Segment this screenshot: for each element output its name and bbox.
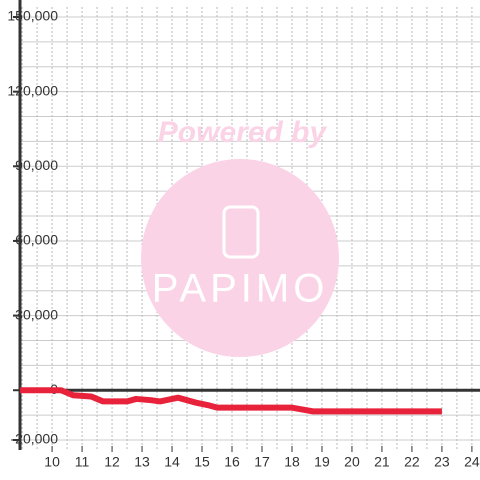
x-tick-label: 24 xyxy=(464,454,480,470)
x-tick-label: 23 xyxy=(434,454,450,470)
y-tick-label: 30,000 xyxy=(15,306,58,322)
y-tick-label: 120,000 xyxy=(7,82,58,98)
y-tick-label: -20,000 xyxy=(11,431,59,447)
x-tick-label: 10 xyxy=(44,454,60,470)
x-tick-label: 13 xyxy=(134,454,150,470)
y-tick-label: 90,000 xyxy=(15,157,58,173)
x-tick-label: 18 xyxy=(284,454,300,470)
y-tick-label: 60,000 xyxy=(15,232,58,248)
x-tick-label: 21 xyxy=(374,454,390,470)
x-tick-label: 15 xyxy=(194,454,210,470)
x-tick-label: 11 xyxy=(75,454,90,470)
watermark: Powered by PAPIMO xyxy=(141,116,339,357)
y-tick-label: 150,000 xyxy=(7,8,58,24)
x-tick-label: 12 xyxy=(104,454,120,470)
x-tick-label: 22 xyxy=(404,454,420,470)
x-tick-label: 17 xyxy=(254,454,270,470)
watermark-phone xyxy=(222,205,260,259)
x-tick-label: 16 xyxy=(224,454,240,470)
watermark-title: Powered by xyxy=(158,116,328,149)
grid xyxy=(20,7,480,450)
x-tick-label: 19 xyxy=(314,454,330,470)
x-tick-label: 20 xyxy=(344,454,360,470)
watermark-brand: PAPIMO xyxy=(152,267,329,311)
series-line xyxy=(20,387,442,415)
x-tick-label: 14 xyxy=(164,454,180,470)
